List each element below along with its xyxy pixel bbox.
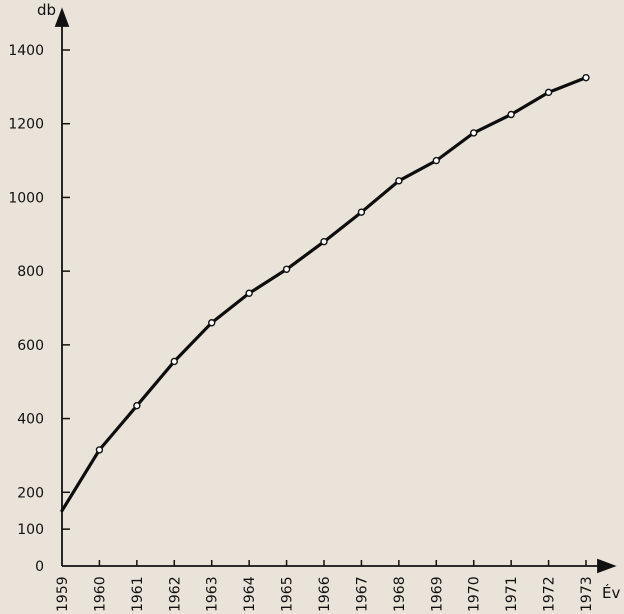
y-tick-label: 800 <box>17 264 44 280</box>
x-tick-label: 1964 <box>242 576 258 612</box>
data-point <box>582 73 590 82</box>
x-tick-label: 1965 <box>280 576 296 612</box>
y-axis-arrow <box>54 7 70 27</box>
data-point <box>544 88 553 97</box>
data-point <box>432 156 440 165</box>
x-tick-label: 1966 <box>317 576 333 612</box>
x-tick-label: 1963 <box>205 576 221 612</box>
axes <box>54 7 617 574</box>
x-tick-label: 1969 <box>429 576 445 612</box>
y-tick-label: 200 <box>17 485 44 501</box>
x-tick-label: 1972 <box>542 576 558 612</box>
data-point <box>170 357 178 366</box>
x-tick-label: 1960 <box>92 576 108 612</box>
x-tick-label: 1968 <box>392 576 408 612</box>
data-point <box>507 110 515 119</box>
x-axis-arrow <box>597 558 617 574</box>
x-tick-label: 1962 <box>167 576 183 612</box>
x-tick-label: 1970 <box>467 576 483 612</box>
y-tick-label: 1200 <box>8 117 44 133</box>
x-tick-label: 1967 <box>354 576 370 612</box>
y-tick-label: 400 <box>17 412 44 428</box>
data-point <box>282 265 291 273</box>
y-tick-label: 100 <box>17 522 44 538</box>
x-tick-label: 1971 <box>504 576 520 612</box>
y-ticks: 0 100 200 400 600 800 1000 1200 1400 <box>8 43 70 575</box>
data-point <box>395 177 403 185</box>
y-tick-label: 1400 <box>8 43 44 59</box>
y-axis-title: db <box>37 1 56 19</box>
data-point <box>320 237 328 246</box>
data-point <box>470 129 478 137</box>
data-point <box>245 289 253 297</box>
y-tick-label: 0 <box>35 559 44 575</box>
x-tick-label: 1961 <box>130 576 146 612</box>
x-tick-label: 1973 <box>579 576 595 612</box>
data-point <box>208 319 216 327</box>
data-point <box>357 208 366 216</box>
series-line <box>60 76 588 513</box>
y-tick-label: 600 <box>17 338 44 354</box>
data-point <box>95 446 104 454</box>
data-point <box>133 401 141 410</box>
x-tick-label: 1959 <box>55 576 71 612</box>
data-points <box>95 73 590 454</box>
x-ticks: 1959 1960 1961 1962 1963 1964 1965 1966 1967 1968… <box>55 560 595 612</box>
y-tick-label: 1000 <box>8 190 44 206</box>
x-axis-title: Év <box>602 583 620 602</box>
